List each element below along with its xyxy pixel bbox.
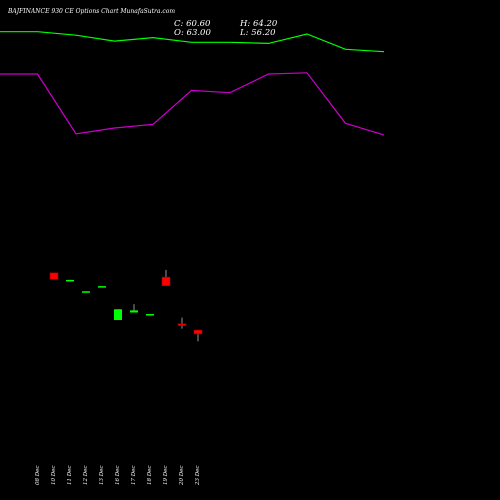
indicator-line-1 xyxy=(0,31,385,53)
x-tick-label: 19 Dec xyxy=(163,466,169,486)
indicator-line-2 xyxy=(0,72,385,136)
x-axis-tick-labels: 08 Dec 10 Dec 11 Dec 12 Dec 13 Dec 16 Dec 17 D… xyxy=(35,466,201,487)
x-tick-label: 18 Dec xyxy=(147,466,153,486)
close-value: C: 60.60 xyxy=(174,19,211,29)
x-tick-label: 17 Dec xyxy=(131,466,137,486)
x-tick-label: 13 Dec xyxy=(99,466,105,486)
low-value: L: 56.20 xyxy=(240,28,276,38)
x-tick-label: 11 Dec xyxy=(67,466,73,486)
x-tick-label: 10 Dec xyxy=(51,466,57,486)
x-tick-label: 16 Dec xyxy=(115,466,121,486)
high-value: H: 64.20 xyxy=(240,19,278,29)
candle-20-dec xyxy=(177,323,187,326)
x-tick-label: 08 Dec xyxy=(35,466,41,486)
candle-11-dec xyxy=(66,279,74,282)
candles xyxy=(49,269,203,342)
candle-13-dec xyxy=(98,286,106,288)
candle-17-dec xyxy=(130,310,138,313)
x-tick-label: 20 Dec xyxy=(179,466,185,487)
candle-19-dec xyxy=(161,276,171,287)
indicator-lines xyxy=(0,31,385,136)
candle-12-dec xyxy=(82,291,90,293)
candle-16-dec xyxy=(114,309,122,320)
candle-10-dec xyxy=(49,272,59,280)
open-value: O: 63.00 xyxy=(174,28,211,38)
chart-title: BAJFINANCE 930 CE Options Chart MunafaSu… xyxy=(8,8,176,15)
candle-18-dec xyxy=(146,314,154,316)
candle-23-dec xyxy=(193,329,203,335)
x-tick-label: 23 Dec xyxy=(195,466,201,487)
x-tick-label: 12 Dec xyxy=(83,466,89,486)
